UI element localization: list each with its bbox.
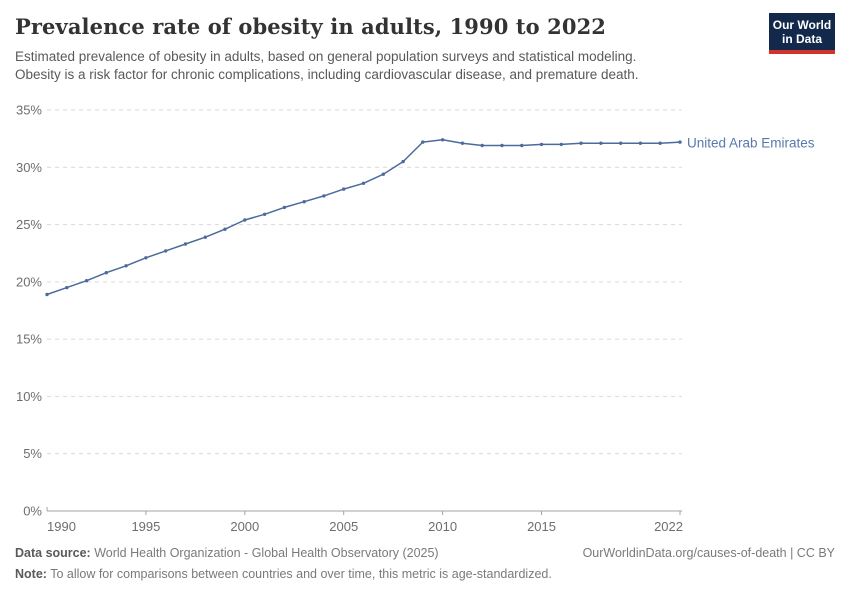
data-point-marker: [45, 292, 49, 297]
y-axis-tick-label: 10%: [16, 389, 42, 404]
data-point-marker: [440, 138, 445, 142]
data-point-marker: [559, 142, 563, 147]
data-point-marker: [658, 141, 662, 145]
y-axis-tick-label: 25%: [16, 217, 42, 232]
data-source-label: Data source:: [15, 546, 91, 560]
data-point-marker: [539, 142, 544, 147]
owid-logo: Our World in Data: [769, 13, 835, 54]
logo-line-1: Our World: [772, 17, 832, 32]
data-source-line: Data source: World Health Organization -…: [15, 543, 439, 564]
data-point-marker: [282, 205, 287, 210]
chart-footer: Data source: World Health Organization -…: [15, 543, 835, 585]
y-axis-tick-label: 20%: [16, 274, 42, 289]
y-axis-tick-label: 30%: [16, 160, 42, 175]
subtitle-line-2: Obesity is a risk factor for chronic com…: [15, 67, 639, 82]
data-point-marker: [322, 194, 326, 198]
data-point-marker: [500, 143, 504, 148]
footer-row-note: Note: To allow for comparisons between c…: [15, 564, 835, 585]
data-point-marker: [342, 187, 346, 191]
y-axis-tick-label: 15%: [16, 332, 42, 347]
data-point-marker: [599, 141, 603, 145]
data-point-marker: [401, 159, 405, 164]
x-axis-tick-label: 2015: [527, 519, 556, 534]
attribution-link: OurWorldinData.org/causes-of-death | CC …: [582, 546, 835, 560]
data-point-marker: [65, 285, 69, 290]
data-point-marker: [183, 242, 188, 246]
y-axis-tick-label: 35%: [16, 103, 42, 118]
data-point-marker: [638, 141, 643, 145]
logo-line-2: in Data: [781, 31, 822, 46]
data-point-marker: [480, 143, 484, 148]
x-axis-tick-label: 2010: [428, 519, 457, 534]
series-line: [46, 139, 681, 296]
line-chart-svg: 0% 5% 10% 15% 20% 25% 30% 35% 1990 1995 2000 2005 20…: [16, 103, 683, 535]
x-axis-tick-label: 1995: [131, 519, 160, 534]
chart-plot-area: 0% 5% 10% 15% 20% 25% 30% 35% 1990 1995 2000 2005 20…: [0, 95, 850, 540]
data-point-marker: [84, 279, 89, 283]
x-axis-tick-label: 2005: [329, 519, 358, 534]
data-point-marker: [144, 256, 148, 260]
data-point-marker: [361, 181, 366, 185]
data-point-marker: [619, 141, 623, 145]
series-label-united-arab-emirates: United Arab Emirates: [687, 135, 815, 151]
data-point-marker: [262, 212, 267, 216]
data-point-marker: [104, 271, 109, 275]
data-point-marker: [678, 140, 682, 144]
data-point-marker: [421, 140, 425, 144]
note-label: Note:: [15, 567, 47, 581]
data-point-marker: [460, 141, 465, 145]
chart-subtitle: Estimated prevalence of obesity in adult…: [15, 48, 745, 84]
page-title: Prevalence rate of obesity in adults, 19…: [15, 14, 607, 39]
data-point-marker: [223, 227, 227, 231]
y-axis-tick-label: 5%: [23, 446, 42, 461]
x-axis-tick-label: 1990: [47, 519, 76, 534]
footer-row-source: Data source: World Health Organization -…: [15, 543, 835, 564]
x-axis-tick-label: 2022: [654, 519, 683, 534]
data-point-marker: [164, 249, 168, 253]
y-axis-tick-label: 0%: [23, 504, 42, 519]
subtitle-line-1: Estimated prevalence of obesity in adult…: [15, 49, 637, 64]
data-source-value: World Health Organization - Global Healt…: [94, 546, 439, 560]
chart-header: Prevalence rate of obesity in adults, 19…: [15, 14, 745, 84]
note-value: To allow for comparisons between countri…: [50, 567, 552, 581]
data-point-marker: [302, 200, 306, 204]
data-point-marker: [381, 172, 385, 176]
data-point-marker: [124, 264, 128, 268]
data-point-marker: [520, 143, 524, 148]
data-point-marker: [243, 218, 247, 222]
data-point-marker: [579, 141, 583, 145]
data-point-marker: [203, 235, 207, 239]
x-axis-tick-label: 2000: [230, 519, 259, 534]
